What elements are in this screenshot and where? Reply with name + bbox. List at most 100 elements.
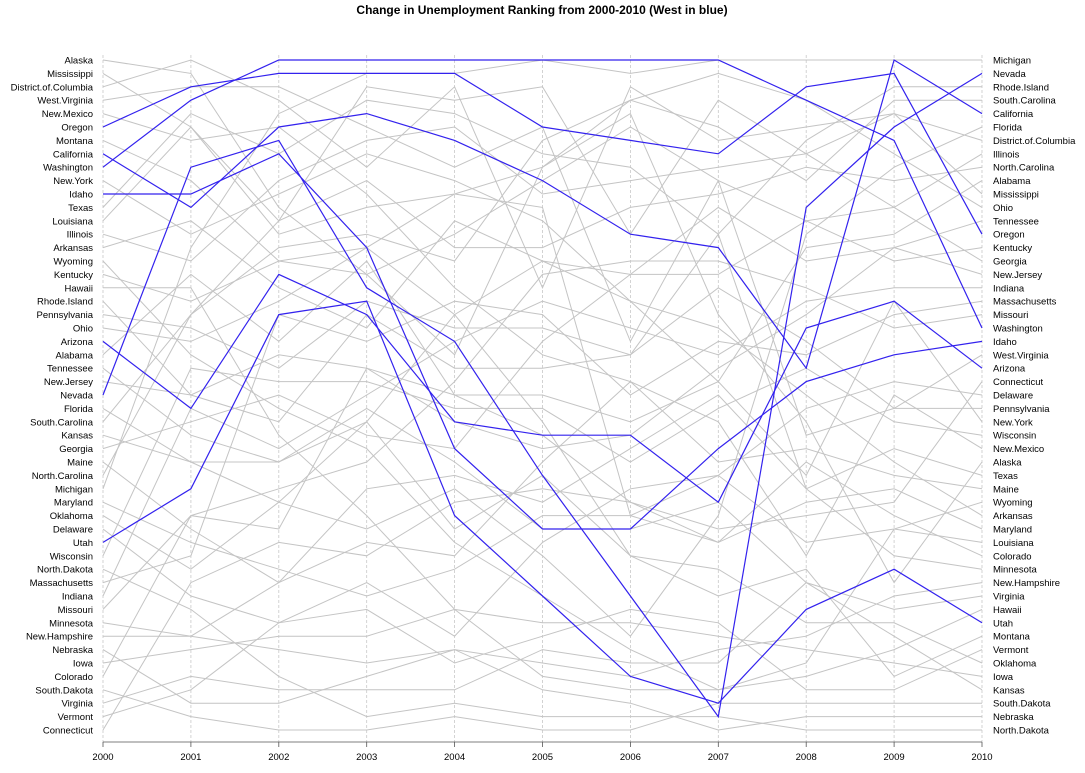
left-label: Oregon [61,123,93,134]
left-label: Nebraska [52,645,93,656]
right-label: Connecticut [993,377,1044,388]
west-state-line-nevada [102,72,983,719]
left-label: New.Jersey [44,377,93,388]
left-label: Missouri [58,605,93,616]
right-label: Vermont [993,645,1029,656]
state-line-ohio [102,72,983,342]
left-label: South.Carolina [30,417,94,428]
right-label: Maine [993,484,1019,495]
right-label: Minnesota [993,565,1038,576]
right-label: Wisconsin [993,431,1036,442]
year-gridlines [102,55,983,742]
right-label: Oklahoma [993,659,1037,670]
right-label: Indiana [993,283,1025,294]
year-tick-label: 2006 [620,752,641,763]
state-line-north-carolina [102,166,983,476]
right-label: Michigan [993,56,1031,67]
state-line-maine [102,380,983,584]
left-label: Wyoming [53,257,93,268]
year-tick-label: 2000 [92,752,113,763]
year-tick-label: 2002 [268,752,289,763]
right-label: Maryland [993,525,1032,536]
right-label: Tennessee [993,216,1039,227]
left-label: Vermont [58,712,94,723]
right-label: Utah [993,618,1013,629]
left-label: Massachusetts [30,578,94,589]
left-label: Indiana [62,592,94,603]
left-label: Tennessee [47,364,93,375]
left-label: Kansas [61,431,93,442]
state-line-nebraska [102,649,982,731]
left-label: Georgia [59,444,94,455]
left-label: North.Carolina [32,471,94,482]
left-label: South.Dakota [35,685,93,696]
state-line-georgia [102,206,983,450]
west-state-lines [102,59,983,719]
right-label: North.Dakota [993,726,1050,737]
left-label: California [53,149,94,160]
left-label: Idaho [69,190,93,201]
state-line-south-carolina [102,99,982,423]
left-label: Pennsylvania [36,310,93,321]
state-line-south-dakota [102,689,982,731]
right-label: Montana [993,632,1031,643]
state-line-louisiana [102,126,983,543]
west-state-line-oregon [102,72,983,235]
left-label: Mississippi [47,69,93,80]
left-label: Washington [43,163,93,174]
left-label: Texas [68,203,93,214]
right-label: South.Carolina [993,96,1057,107]
state-line-new-jersey [102,247,983,450]
left-label: Connecticut [43,726,94,737]
year-tick-label: 2004 [444,752,465,763]
left-label: Maine [67,458,93,469]
right-label: Rhode.Island [993,82,1049,93]
right-label: Pennsylvania [993,404,1050,415]
year-tick-label: 2001 [180,752,201,763]
left-label: Iowa [73,659,94,670]
right-label: North.Carolina [993,163,1055,174]
left-label: New.Mexico [42,109,93,120]
right-label: Colorado [993,551,1032,562]
state-line-iowa [102,608,983,677]
state-line-connecticut [102,381,983,731]
west-state-line-idaho [103,153,983,530]
x-axis: 2000 2001 2002 2003 2004 2005 2006 2007 2008 2009… [92,741,993,763]
year-tick-label: 2008 [796,752,817,763]
right-label: New.Hampshire [993,578,1060,589]
other-state-lines [102,59,983,731]
year-tick-label: 2003 [356,752,377,763]
right-label: Arkansas [993,511,1033,522]
left-label: Arizona [61,337,94,348]
left-label: Rhode.Island [37,297,93,308]
right-label: Delaware [993,391,1033,402]
right-label: New.Mexico [993,444,1044,455]
left-label: Alabama [56,350,94,361]
right-label: South.Dakota [993,699,1051,710]
state-line-north-dakota [102,568,982,731]
state-line-mississippi [102,72,983,236]
right-label: Oregon [993,230,1025,241]
state-line-hawaii [103,287,983,691]
state-line-missouri [102,260,983,610]
left-label: Wisconsin [50,551,93,562]
left-label: Maryland [54,498,93,509]
left-label: Louisiana [52,216,93,227]
left-rank-labels: Alaska Mississippi District.of.Columbia Wes… [11,56,94,737]
state-line-indiana [102,287,982,597]
state-line-maryland [102,488,983,597]
state-line-vermont [102,608,983,718]
right-label: Missouri [993,310,1028,321]
west-state-line-washington [102,59,983,329]
right-label: Washington [993,324,1043,335]
left-label: Montana [56,136,94,147]
right-label: Texas [993,471,1018,482]
year-tick-label: 2005 [532,752,553,763]
year-tick-label: 2009 [884,752,905,763]
right-label: Ohio [993,203,1013,214]
year-tick-label: 2010 [971,752,992,763]
left-label: Minnesota [49,618,94,629]
left-label: Virginia [61,699,93,710]
left-label: Florida [64,404,94,415]
